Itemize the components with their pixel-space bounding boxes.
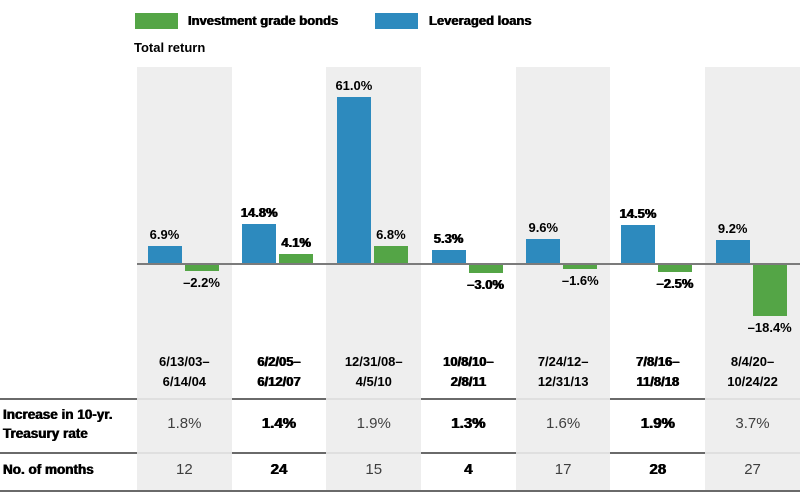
legend-swatch-leveraged-loans [375, 13, 418, 29]
bar-investment-grade-bonds [279, 253, 314, 265]
period-label-line1: 10/8/10– [443, 354, 494, 369]
legend-label-leveraged-loans: Leveraged loans [429, 13, 532, 28]
treasury-rate-value: 1.8% [167, 415, 202, 432]
treasury-rate-value: 1.4% [261, 415, 297, 432]
bar-investment-grade-bonds [184, 265, 219, 272]
bar-investment-grade-bonds-value-label: –2.2% [183, 275, 220, 291]
legend-label-investment-grade-bonds: Investment grade bonds [188, 13, 339, 28]
bar-leveraged-loans [715, 239, 750, 265]
months-value: 27 [744, 461, 761, 478]
chart-title: Total return [134, 40, 206, 55]
period-label-line2: 2/8/11 [450, 374, 487, 389]
period-label-line1: 6/13/03– [159, 354, 210, 369]
table-row-label-treasury-rate: Increase in 10-yr. Treasury rate [3, 406, 113, 443]
bar-investment-grade-bonds-value-label: –3.0% [467, 277, 505, 293]
period-label-line2: 10/24/22 [727, 374, 778, 389]
treasury-rate-value: 1.9% [640, 415, 675, 432]
bar-leveraged-loans [242, 224, 277, 265]
column-stripe [515, 67, 611, 490]
treasury-rate-value: 1.6% [546, 415, 581, 432]
table-row-label-months: No. of months [3, 462, 94, 477]
period-label: 8/4/20– 10/24/22 [705, 352, 800, 392]
bar-investment-grade-bonds-value-label: –18.4% [747, 319, 792, 335]
bar-leveraged-loans-value-label: 61.0% [335, 78, 373, 93]
treasury-rate-value: 1.9% [356, 415, 391, 432]
bar-investment-grade-bonds [468, 265, 503, 274]
column-stripe [137, 67, 232, 490]
months-value: 17 [554, 461, 572, 478]
period-label-line1: 8/4/20– [730, 354, 775, 369]
period-label-line1: 6/2/05– [257, 354, 301, 369]
period-label-line1: 12/31/08– [344, 354, 403, 369]
bar-investment-grade-bonds [563, 265, 598, 270]
treasury-rate-value: 3.7% [735, 415, 770, 432]
period-label: 7/8/16– 11/8/18 [611, 352, 706, 392]
months-value: 15 [365, 461, 383, 478]
bar-leveraged-loans-value-label: 9.6% [528, 219, 559, 235]
bar-investment-grade-bonds-value-label: –1.6% [561, 273, 599, 289]
period-label-line2: 4/5/10 [355, 374, 392, 389]
months-value: 12 [176, 461, 193, 478]
period-label-line2: 6/12/07 [257, 374, 301, 389]
bar-investment-grade-bonds [658, 265, 692, 272]
period-label: 6/2/05– 6/12/07 [232, 352, 327, 392]
period-label: 10/8/10– 2/8/11 [421, 352, 516, 392]
bar-investment-grade-bonds [373, 246, 408, 265]
bar-leveraged-loans-value-label: 6.9% [149, 226, 180, 242]
treasury-rate-label-line1: Increase in 10-yr. [3, 407, 113, 422]
bar-leveraged-loans [147, 245, 182, 265]
treasury-rate-value: 1.3% [451, 415, 486, 432]
period-label-line1: 7/24/12– [537, 354, 589, 369]
months-value: 4 [464, 461, 473, 478]
period-label: 6/13/03– 6/14/04 [137, 352, 232, 392]
months-value: 24 [270, 461, 288, 478]
treasury-rate-label-line2: Treasury rate [3, 425, 88, 441]
bar-leveraged-loans [431, 250, 466, 265]
bar-leveraged-loans [526, 238, 561, 265]
period-label-line1: 7/8/16– [636, 354, 680, 369]
period-label-line2: 6/14/04 [162, 374, 207, 389]
bar-investment-grade-bonds-value-label: –2.5% [656, 275, 694, 291]
period-label-line2: 12/31/13 [537, 374, 589, 389]
period-label: 12/31/08– 4/5/10 [326, 352, 421, 392]
bar-leveraged-loans [336, 97, 371, 265]
bar-investment-grade-bonds-value-label: 4.1% [281, 234, 311, 250]
legend-swatch-investment-grade-bonds [135, 13, 178, 29]
months-value: 28 [649, 461, 667, 478]
zero-baseline [137, 263, 800, 265]
bar-leveraged-loans-value-label: 9.2% [717, 220, 748, 236]
bar-investment-grade-bonds-value-label: 6.8% [376, 227, 406, 243]
bar-leveraged-loans-value-label: 5.3% [433, 231, 464, 247]
bar-leveraged-loans-value-label: 14.8% [240, 205, 278, 221]
table-bottom-rule [0, 490, 800, 492]
bar-investment-grade-bonds [752, 265, 787, 316]
bar-leveraged-loans-value-label: 14.5% [619, 206, 657, 222]
bar-leveraged-loans [621, 225, 655, 265]
period-label-line2: 11/8/18 [636, 374, 680, 389]
period-label: 7/24/12– 12/31/13 [516, 352, 611, 392]
